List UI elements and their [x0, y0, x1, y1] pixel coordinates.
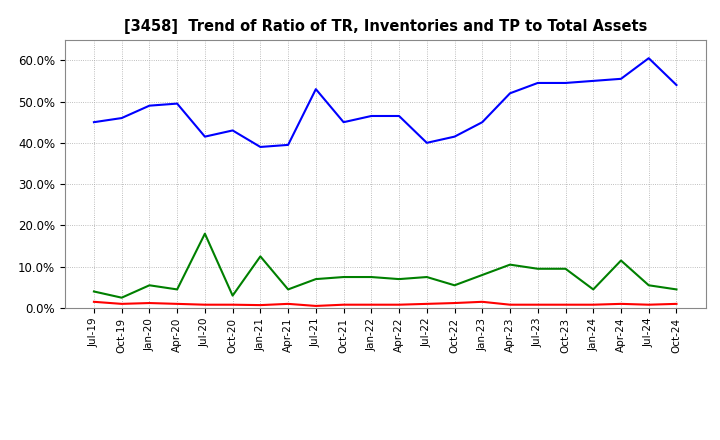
- Trade Payables: [284, 287, 292, 292]
- Trade Payables: [173, 287, 181, 292]
- Trade Payables: [478, 272, 487, 278]
- Trade Receivables: [616, 301, 625, 307]
- Trade Payables: [616, 258, 625, 263]
- Inventories: [478, 120, 487, 125]
- Inventories: [89, 120, 98, 125]
- Trade Receivables: [505, 302, 514, 307]
- Trade Receivables: [145, 301, 154, 306]
- Trade Receivables: [450, 301, 459, 306]
- Inventories: [367, 114, 376, 119]
- Trade Receivables: [312, 303, 320, 308]
- Inventories: [505, 91, 514, 96]
- Trade Receivables: [339, 302, 348, 307]
- Inventories: [117, 115, 126, 121]
- Line: Trade Receivables: Trade Receivables: [94, 302, 677, 306]
- Inventories: [561, 81, 570, 86]
- Trade Payables: [367, 275, 376, 280]
- Inventories: [672, 82, 681, 88]
- Inventories: [644, 55, 653, 61]
- Trade Payables: [256, 254, 265, 259]
- Inventories: [395, 114, 403, 119]
- Inventories: [616, 76, 625, 81]
- Trade Payables: [589, 287, 598, 292]
- Trade Receivables: [201, 302, 210, 307]
- Inventories: [339, 120, 348, 125]
- Trade Receivables: [173, 301, 181, 307]
- Trade Payables: [672, 287, 681, 292]
- Trade Receivables: [561, 302, 570, 307]
- Trade Payables: [423, 275, 431, 280]
- Inventories: [423, 140, 431, 146]
- Inventories: [284, 142, 292, 147]
- Trade Payables: [534, 266, 542, 271]
- Trade Payables: [89, 289, 98, 294]
- Trade Payables: [201, 231, 210, 236]
- Trade Receivables: [284, 301, 292, 307]
- Trade Receivables: [367, 302, 376, 307]
- Trade Receivables: [672, 301, 681, 307]
- Trade Payables: [644, 282, 653, 288]
- Trade Receivables: [644, 302, 653, 307]
- Trade Receivables: [534, 302, 542, 307]
- Inventories: [589, 78, 598, 84]
- Trade Receivables: [117, 301, 126, 307]
- Trade Payables: [505, 262, 514, 267]
- Trade Receivables: [89, 299, 98, 304]
- Trade Receivables: [478, 299, 487, 304]
- Trade Receivables: [228, 302, 237, 307]
- Title: [3458]  Trend of Ratio of TR, Inventories and TP to Total Assets: [3458] Trend of Ratio of TR, Inventories…: [124, 19, 647, 34]
- Inventories: [201, 134, 210, 139]
- Trade Payables: [561, 266, 570, 271]
- Trade Receivables: [589, 302, 598, 307]
- Inventories: [534, 81, 542, 86]
- Inventories: [450, 134, 459, 139]
- Trade Payables: [117, 295, 126, 301]
- Trade Payables: [312, 276, 320, 282]
- Inventories: [312, 87, 320, 92]
- Trade Payables: [228, 293, 237, 298]
- Trade Receivables: [423, 301, 431, 307]
- Trade Payables: [145, 282, 154, 288]
- Inventories: [173, 101, 181, 106]
- Trade Receivables: [395, 302, 403, 307]
- Inventories: [228, 128, 237, 133]
- Inventories: [256, 144, 265, 150]
- Trade Payables: [450, 282, 459, 288]
- Trade Payables: [395, 276, 403, 282]
- Inventories: [145, 103, 154, 108]
- Line: Trade Payables: Trade Payables: [94, 234, 677, 298]
- Trade Receivables: [256, 302, 265, 308]
- Trade Payables: [339, 275, 348, 280]
- Line: Inventories: Inventories: [94, 58, 677, 147]
